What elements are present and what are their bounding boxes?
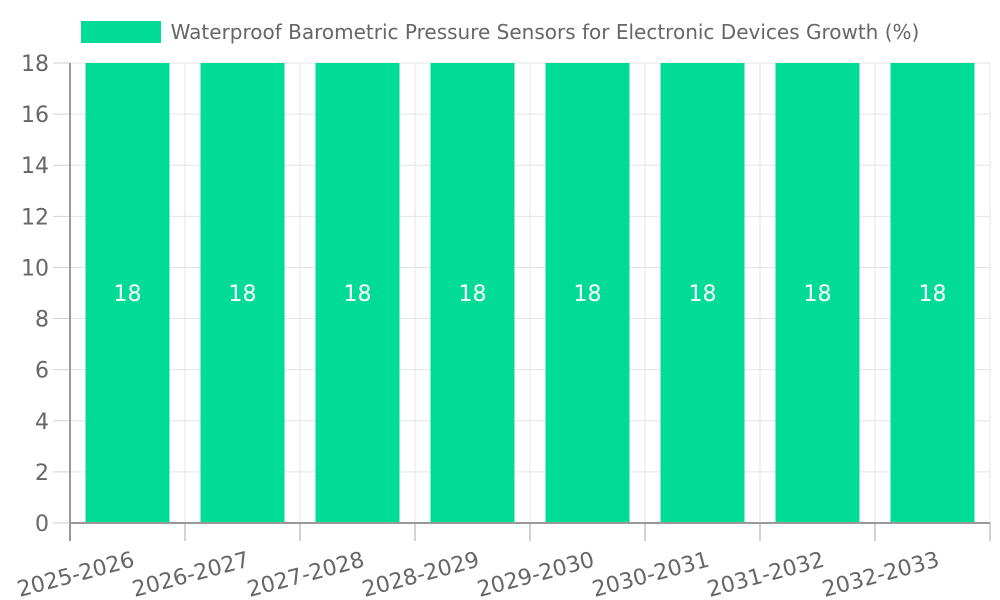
x-axis-tick-label: 2031-2032: [705, 548, 827, 600]
y-axis-tick-label: 8: [35, 308, 49, 333]
bar: [660, 63, 745, 523]
bar: [775, 63, 860, 523]
bar-value-label: 18: [459, 282, 487, 307]
bar: [315, 63, 400, 523]
bar: [545, 63, 630, 523]
x-axis-tick-label: 2032-2033: [820, 548, 942, 600]
bar-value-label: 18: [229, 282, 257, 307]
bar-value-label: 18: [574, 282, 602, 307]
y-axis-tick-label: 10: [21, 256, 49, 281]
bar: [430, 63, 515, 523]
x-axis-tick-label: 2027-2028: [245, 548, 367, 600]
legend-label: Waterproof Barometric Pressure Sensors f…: [170, 20, 920, 44]
bar-value-label: 18: [344, 282, 372, 307]
legend-swatch: [80, 21, 161, 43]
y-axis-tick-label: 2: [35, 461, 49, 486]
y-axis-tick-label: 16: [21, 103, 49, 128]
bar-value-label: 18: [689, 282, 717, 307]
x-axis-tick-label: 2028-2029: [360, 548, 482, 600]
bar-value-label: 18: [919, 282, 947, 307]
chart-legend: Waterproof Barometric Pressure Sensors f…: [0, 19, 1000, 45]
y-axis-tick-label: 14: [21, 154, 49, 179]
y-axis-tick-label: 0: [35, 512, 49, 537]
x-axis-tick-label: 2025-2026: [15, 548, 137, 600]
bar: [890, 63, 975, 523]
bar: [200, 63, 285, 523]
y-axis-tick-label: 12: [21, 205, 49, 230]
bar: [85, 63, 170, 523]
x-axis-tick-label: 2030-2031: [590, 548, 712, 600]
y-axis-tick-label: 6: [35, 359, 49, 384]
y-axis-tick-label: 4: [35, 410, 49, 435]
bar-value-label: 18: [114, 282, 142, 307]
x-axis-tick-label: 2029-2030: [475, 548, 597, 600]
x-axis-tick-label: 2026-2027: [130, 548, 252, 600]
y-axis-tick-label: 18: [21, 52, 49, 77]
bar-value-label: 18: [804, 282, 832, 307]
